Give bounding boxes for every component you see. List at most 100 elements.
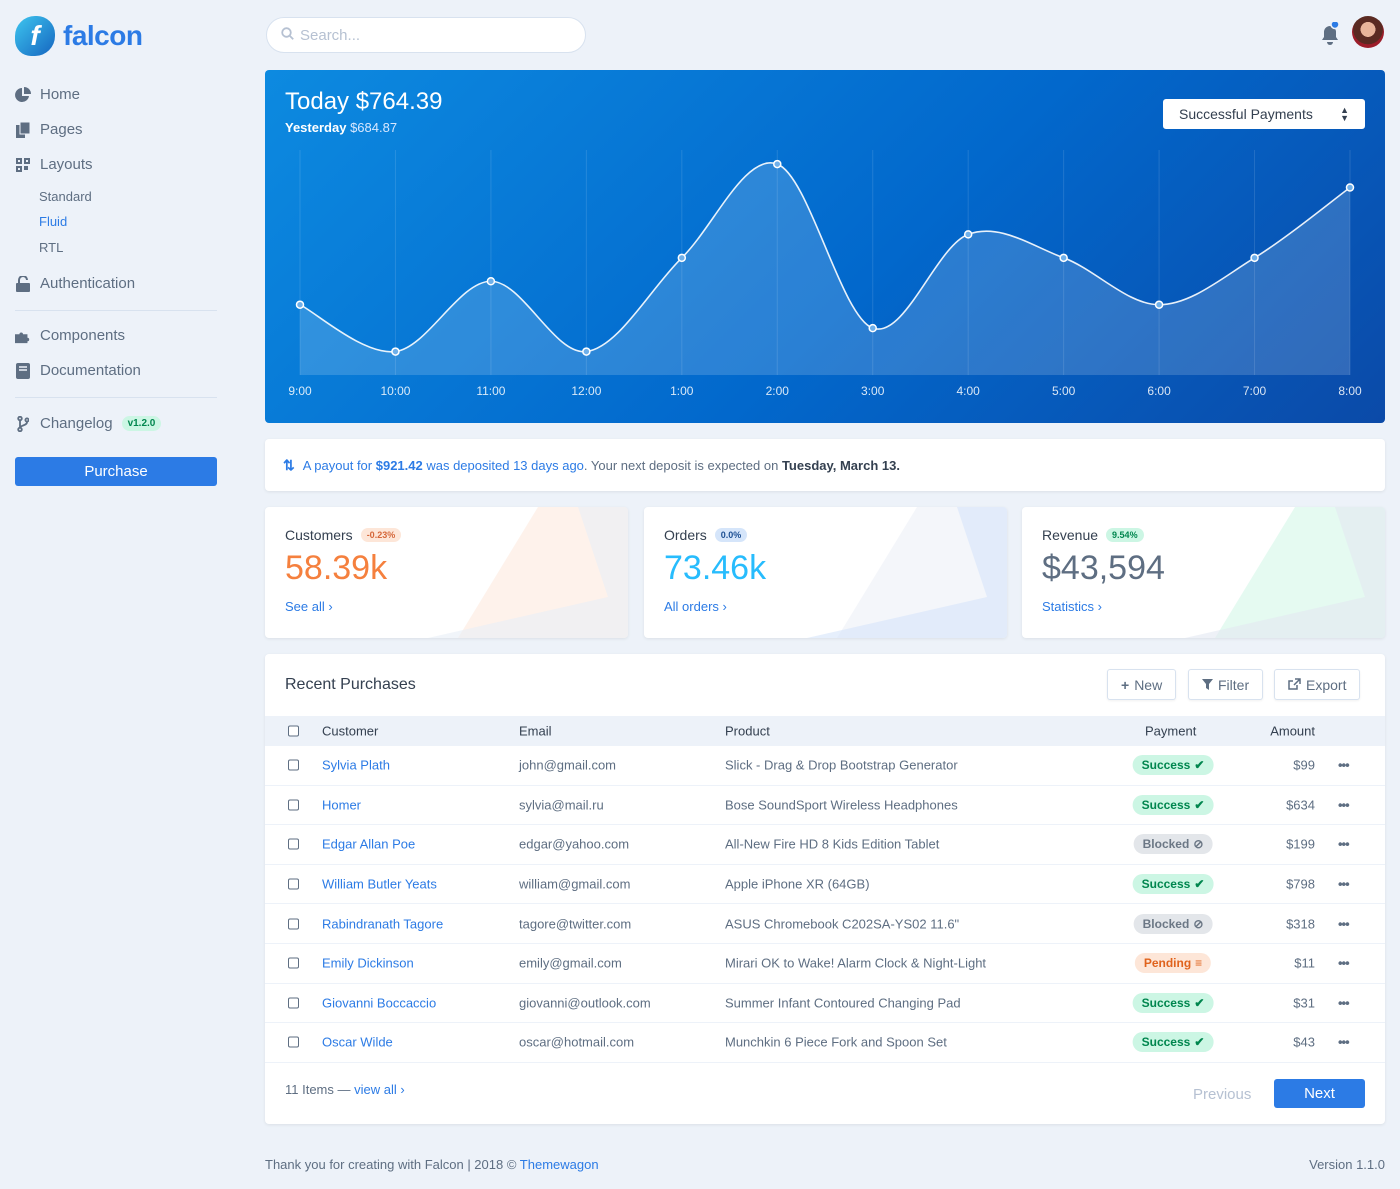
customer-link[interactable]: Oscar Wilde <box>322 1034 393 1050</box>
sidebar-item-components[interactable]: Components <box>15 327 125 344</box>
unlock-icon <box>15 275 31 292</box>
data-point[interactable] <box>773 159 782 169</box>
search-input[interactable] <box>300 26 570 44</box>
yesterday-label: Yesterday <box>285 120 347 135</box>
x-tick-label: 1:00 <box>670 384 694 398</box>
change-badge: -0.23% <box>360 528 402 542</box>
row-checkbox[interactable] <box>288 957 299 969</box>
card-background-shape <box>428 507 628 638</box>
sidebar-item-layouts[interactable]: Layouts <box>15 156 93 173</box>
data-point[interactable] <box>295 300 305 309</box>
customer-link[interactable]: Giovanni Boccaccio <box>322 995 437 1011</box>
column-amount[interactable]: Amount <box>1270 723 1315 739</box>
brand-logo[interactable]: f falcon <box>15 16 143 56</box>
status-text: Success <box>1141 1035 1191 1050</box>
search-box[interactable] <box>266 17 586 53</box>
customer-link[interactable]: Emily Dickinson <box>322 955 414 971</box>
yesterday-amount: Yesterday $684.87 <box>285 120 397 135</box>
stat-link[interactable]: Statistics › <box>1042 599 1102 614</box>
filter-icon <box>1202 677 1213 693</box>
product: Munchkin 6 Piece Fork and Spoon Set <box>725 1034 947 1050</box>
data-point[interactable] <box>963 230 973 239</box>
payments-line-chart: 9:00 10:00 11:00 12:00 1:00 2:00 3:00 4:00 5:00 6… <box>288 150 1362 398</box>
customer-link[interactable]: Homer <box>322 797 362 813</box>
more-actions-button[interactable]: ••• <box>1338 836 1350 852</box>
email: william@gmail.com <box>519 876 631 892</box>
user-avatar[interactable] <box>1352 16 1384 48</box>
notification-bell-button[interactable] <box>1320 19 1340 49</box>
data-point[interactable] <box>1154 300 1164 309</box>
stat-label: Orders 0.0% <box>664 527 748 543</box>
stat-value: 73.46k <box>664 549 767 587</box>
sidebar-item-label: Components <box>40 327 126 344</box>
x-tick-label: 8:00 <box>1338 384 1362 398</box>
data-point[interactable] <box>1250 253 1259 263</box>
more-actions-button[interactable]: ••• <box>1338 797 1350 813</box>
row-checkbox[interactable] <box>288 997 299 1009</box>
status-badge: Success ✔ <box>1132 874 1214 895</box>
row-checkbox[interactable] <box>288 838 299 850</box>
status-icon: ✔ <box>1194 877 1205 892</box>
row-checkbox[interactable] <box>288 759 299 771</box>
customer-link[interactable]: Edgar Allan Poe <box>322 836 416 852</box>
column-payment[interactable]: Payment <box>1145 723 1197 739</box>
previous-button[interactable]: Previous <box>1193 1086 1252 1103</box>
next-button[interactable]: Next <box>1274 1079 1365 1108</box>
column-email[interactable]: Email <box>519 723 552 739</box>
stat-card-orders: Orders 0.0% 73.46k All orders › <box>644 507 1007 638</box>
status-icon: ≡ <box>1195 956 1203 971</box>
row-checkbox[interactable] <box>288 918 299 930</box>
data-point[interactable] <box>1059 253 1068 263</box>
sidebar-item-pages[interactable]: Pages <box>15 121 83 138</box>
row-checkbox[interactable] <box>288 1036 299 1048</box>
status-text: Blocked <box>1142 837 1190 852</box>
stat-label: Customers -0.23% <box>285 527 402 543</box>
data-point[interactable] <box>486 277 496 286</box>
select-all-checkbox[interactable] <box>288 725 299 737</box>
row-checkbox[interactable] <box>288 799 299 811</box>
column-product[interactable]: Product <box>725 723 770 739</box>
sidebar-item-home[interactable]: Home <box>15 86 80 103</box>
stat-value: 58.39k <box>285 549 388 587</box>
payment-type-select[interactable]: Successful Payments ▲ ▼ <box>1163 99 1365 129</box>
sidebar-subitem-fluid[interactable]: Fluid <box>39 214 68 229</box>
new-button[interactable]: + New <box>1107 669 1177 700</box>
sidebar-item-label: Documentation <box>40 362 141 379</box>
status-icon: ✔ <box>1194 995 1205 1010</box>
status-badge: Blocked ⊘ <box>1133 913 1213 934</box>
amount: $31 <box>1293 995 1315 1011</box>
more-actions-button[interactable]: ••• <box>1338 757 1350 773</box>
themewagon-link[interactable]: Themewagon <box>519 1157 599 1172</box>
more-actions-button[interactable]: ••• <box>1338 916 1350 932</box>
more-actions-button[interactable]: ••• <box>1338 995 1350 1011</box>
stat-link[interactable]: See all › <box>285 599 333 614</box>
data-point[interactable] <box>582 347 591 356</box>
filter-button[interactable]: Filter <box>1188 669 1264 700</box>
data-point[interactable] <box>1345 183 1355 192</box>
sidebar-subitem-standard[interactable]: Standard <box>39 189 92 204</box>
sidebar-item-changelog[interactable]: Changelog v1.2.0 <box>15 415 162 432</box>
version-badge: v1.2.0 <box>121 416 162 431</box>
sidebar-subitem-rtl[interactable]: RTL <box>39 240 64 255</box>
data-point[interactable] <box>868 323 877 333</box>
view-all-link[interactable]: view all › <box>354 1082 405 1097</box>
sidebar-item-documentation[interactable]: Documentation <box>15 362 141 379</box>
status-text: Success <box>1141 758 1191 773</box>
column-customer[interactable]: Customer <box>322 723 379 739</box>
stat-link[interactable]: All orders › <box>664 599 727 614</box>
customer-link[interactable]: William Butler Yeats <box>322 876 437 892</box>
sidebar-item-label: Authentication <box>40 275 136 292</box>
data-point[interactable] <box>391 347 400 356</box>
export-button[interactable]: Export <box>1274 669 1361 700</box>
stat-label: Revenue 9.54% <box>1042 527 1144 543</box>
row-checkbox[interactable] <box>288 878 299 890</box>
data-point[interactable] <box>677 253 687 263</box>
more-actions-button[interactable]: ••• <box>1338 1034 1350 1050</box>
sidebar-item-authentication[interactable]: Authentication <box>15 275 135 292</box>
more-actions-button[interactable]: ••• <box>1338 955 1350 971</box>
customer-link[interactable]: Rabindranath Tagore <box>322 916 444 932</box>
more-actions-button[interactable]: ••• <box>1338 876 1350 892</box>
customer-link[interactable]: Sylvia Plath <box>322 757 390 773</box>
plus-icon: + <box>1121 676 1130 693</box>
purchase-button[interactable]: Purchase <box>15 457 217 486</box>
